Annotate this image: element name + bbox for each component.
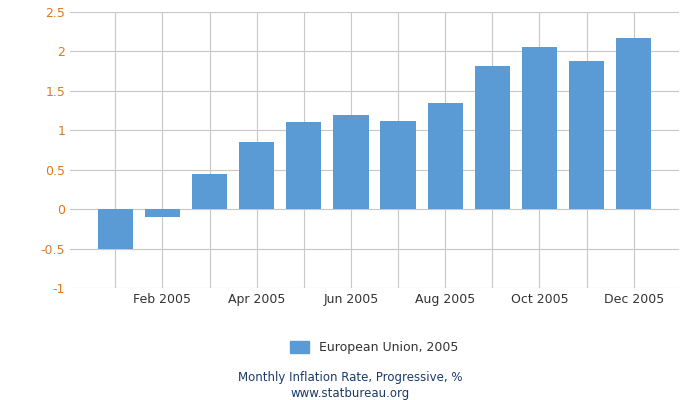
Bar: [145, 209, 180, 217]
Bar: [522, 48, 557, 209]
Bar: [569, 61, 604, 209]
Bar: [98, 209, 133, 248]
Bar: [239, 142, 274, 209]
Text: www.statbureau.org: www.statbureau.org: [290, 388, 410, 400]
Text: Monthly Inflation Rate, Progressive, %: Monthly Inflation Rate, Progressive, %: [238, 372, 462, 384]
Bar: [428, 103, 463, 209]
Bar: [475, 66, 510, 209]
Legend: European Union, 2005: European Union, 2005: [286, 336, 463, 359]
Bar: [380, 121, 416, 209]
Bar: [192, 174, 228, 209]
Bar: [333, 114, 369, 209]
Bar: [286, 122, 321, 209]
Bar: [616, 38, 651, 209]
